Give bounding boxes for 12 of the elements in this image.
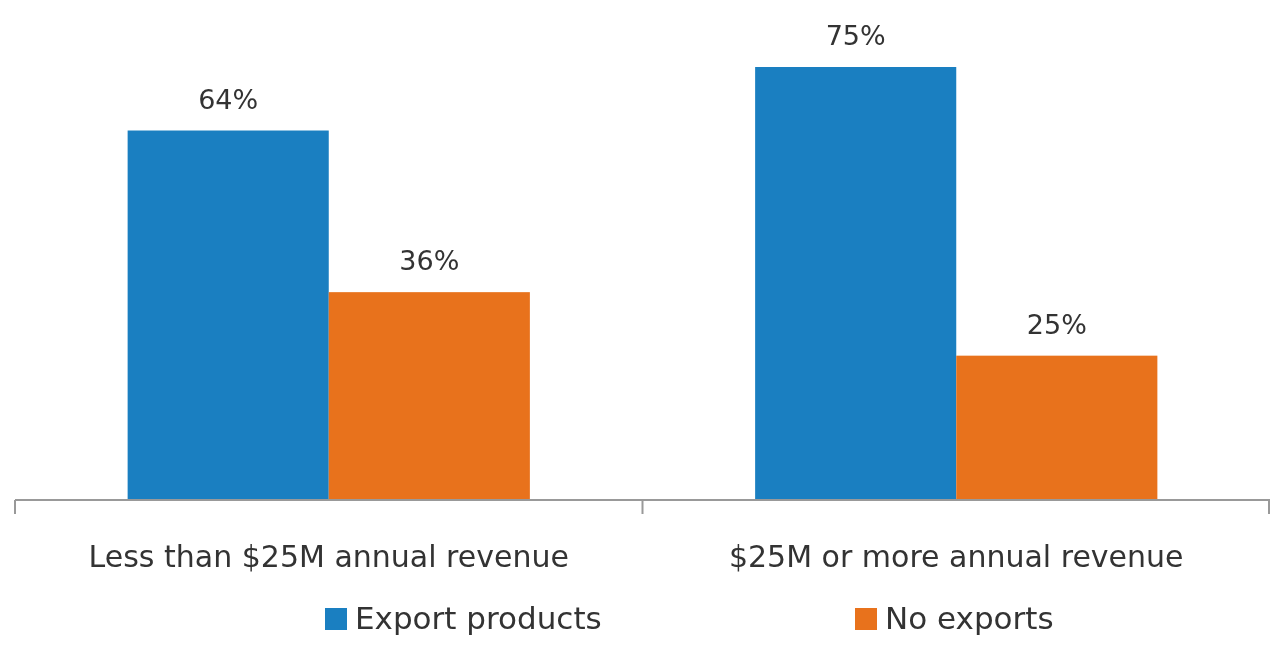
x-tick-label: Less than $25M annual revenue bbox=[88, 539, 569, 574]
data-label: 75% bbox=[825, 20, 886, 51]
bar bbox=[127, 130, 329, 500]
legend-label: Export products bbox=[355, 600, 602, 636]
bar bbox=[956, 355, 1158, 500]
bar bbox=[328, 292, 530, 500]
bar bbox=[755, 67, 957, 500]
legend-label: No exports bbox=[885, 600, 1054, 636]
data-label: 25% bbox=[1026, 308, 1087, 340]
data-label: 64% bbox=[198, 83, 259, 115]
data-label: 36% bbox=[399, 245, 460, 277]
x-tick-label: $25M or more annual revenue bbox=[728, 539, 1184, 574]
